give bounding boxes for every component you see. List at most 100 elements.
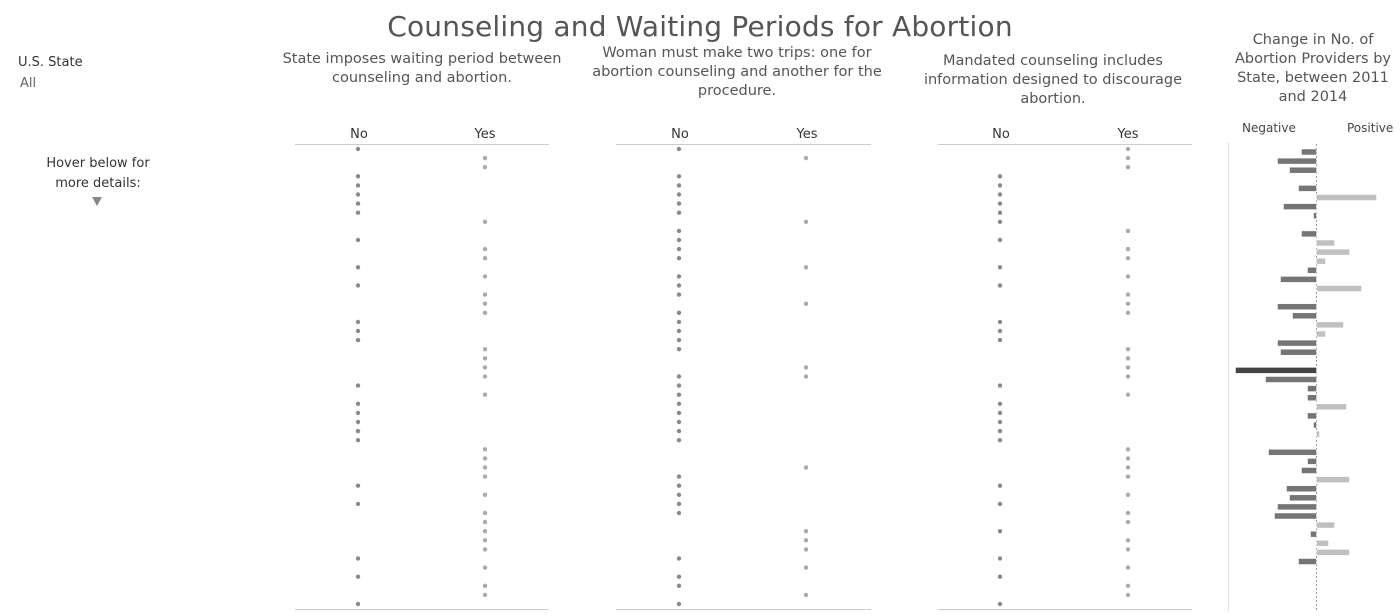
state-dot-yes[interactable]: [1125, 374, 1131, 379]
state-dot-yes[interactable]: [1125, 301, 1131, 306]
state-dot-yes[interactable]: [803, 365, 809, 370]
state-dot-no[interactable]: [355, 428, 361, 434]
state-dot-no[interactable]: [676, 201, 682, 206]
state-dot-no[interactable]: [997, 201, 1003, 206]
state-dot-no[interactable]: [355, 283, 361, 288]
state-dot-no[interactable]: [355, 556, 361, 561]
state-dot-no[interactable]: [355, 237, 361, 243]
state-dot-no[interactable]: [676, 374, 682, 379]
state-dot-yes[interactable]: [482, 256, 488, 261]
state-dot-no[interactable]: [355, 192, 361, 197]
bar-negative[interactable]: [1313, 421, 1317, 429]
bar-positive[interactable]: [1316, 430, 1320, 438]
state-dot-yes[interactable]: [1125, 510, 1131, 516]
bar-negative[interactable]: [1310, 530, 1317, 538]
bar-positive[interactable]: [1316, 540, 1329, 547]
bar-negative[interactable]: [1298, 185, 1317, 192]
state-dot-no[interactable]: [676, 237, 682, 243]
state-dot-no[interactable]: [676, 392, 682, 397]
bar-positive[interactable]: [1316, 521, 1335, 529]
state-dot-no[interactable]: [676, 401, 682, 406]
state-dot-yes[interactable]: [1125, 465, 1131, 470]
bar-negative[interactable]: [1298, 558, 1317, 565]
state-dot-yes[interactable]: [482, 592, 488, 598]
state-dot-no[interactable]: [355, 328, 361, 334]
state-dot-no[interactable]: [355, 601, 361, 607]
bar-negative[interactable]: [1268, 449, 1317, 456]
state-dot-yes[interactable]: [1125, 447, 1131, 452]
state-dot-no[interactable]: [676, 383, 682, 388]
state-dot-no[interactable]: [676, 328, 682, 334]
state-dot-yes[interactable]: [482, 583, 488, 588]
state-dot-no[interactable]: [997, 601, 1003, 607]
state-dot-no[interactable]: [997, 210, 1003, 215]
bar-positive[interactable]: [1316, 330, 1326, 338]
state-dot-no[interactable]: [676, 228, 682, 234]
bar-positive[interactable]: [1316, 257, 1326, 265]
state-dot-yes[interactable]: [482, 565, 488, 570]
bar-positive[interactable]: [1316, 321, 1344, 329]
bar-negative[interactable]: [1277, 303, 1317, 310]
bar-negative[interactable]: [1307, 385, 1317, 392]
state-dot-no[interactable]: [676, 583, 682, 588]
state-dot-no[interactable]: [355, 146, 361, 152]
state-dot-no[interactable]: [676, 337, 682, 343]
state-dot-yes[interactable]: [482, 492, 488, 497]
state-dot-yes[interactable]: [1125, 519, 1131, 525]
state-dot-no[interactable]: [355, 319, 361, 325]
state-dot-yes[interactable]: [803, 465, 809, 470]
state-dot-yes[interactable]: [482, 292, 488, 297]
state-dot-no[interactable]: [676, 510, 682, 516]
state-dot-no[interactable]: [355, 501, 361, 507]
state-dot-no[interactable]: [676, 601, 682, 607]
bar-negative[interactable]: [1283, 203, 1317, 210]
state-dot-yes[interactable]: [1125, 547, 1131, 552]
state-dot-yes[interactable]: [803, 265, 809, 270]
state-dot-yes[interactable]: [1125, 246, 1131, 252]
state-dot-yes[interactable]: [482, 165, 488, 170]
state-dot-no[interactable]: [997, 428, 1003, 434]
state-dot-yes[interactable]: [1125, 474, 1131, 479]
bar-negative[interactable]: [1307, 458, 1317, 465]
bar-positive[interactable]: [1316, 549, 1350, 556]
state-dot-no[interactable]: [676, 274, 682, 279]
state-dot-no[interactable]: [355, 401, 361, 406]
state-dot-yes[interactable]: [1125, 146, 1131, 152]
bar-negative[interactable]: [1265, 376, 1317, 383]
state-dot-no[interactable]: [676, 410, 682, 416]
state-dot-yes[interactable]: [1125, 292, 1131, 297]
bar-negative[interactable]: [1301, 230, 1317, 238]
state-dot-yes[interactable]: [803, 155, 809, 161]
state-dot-no[interactable]: [997, 319, 1003, 325]
state-dot-no[interactable]: [676, 310, 682, 315]
state-dot-yes[interactable]: [482, 547, 488, 552]
state-dot-yes[interactable]: [1125, 583, 1131, 588]
state-dot-yes[interactable]: [1125, 228, 1131, 234]
state-dot-yes[interactable]: [482, 392, 488, 397]
state-dot-yes[interactable]: [1125, 365, 1131, 370]
state-dot-no[interactable]: [676, 556, 682, 561]
state-dot-no[interactable]: [676, 192, 682, 197]
state-dot-yes[interactable]: [482, 301, 488, 306]
state-dot-yes[interactable]: [482, 274, 488, 279]
state-dot-yes[interactable]: [1125, 492, 1131, 497]
state-dot-yes[interactable]: [1125, 165, 1131, 170]
state-dot-no[interactable]: [997, 483, 1003, 488]
bar-negative[interactable]: [1289, 494, 1317, 502]
bar-negative[interactable]: [1307, 394, 1317, 401]
bar-negative[interactable]: [1307, 412, 1317, 420]
state-dot-no[interactable]: [355, 337, 361, 343]
state-dot-yes[interactable]: [482, 519, 488, 525]
state-dot-no[interactable]: [676, 474, 682, 479]
state-dot-no[interactable]: [997, 383, 1003, 388]
state-dot-no[interactable]: [676, 419, 682, 425]
state-dot-no[interactable]: [355, 410, 361, 416]
state-dot-no[interactable]: [997, 501, 1003, 507]
state-dot-no[interactable]: [355, 419, 361, 425]
bar-negative[interactable]: [1292, 312, 1317, 320]
state-dot-yes[interactable]: [1125, 456, 1131, 461]
bar-positive[interactable]: [1316, 403, 1347, 411]
state-dot-no[interactable]: [997, 438, 1003, 443]
state-dot-yes[interactable]: [803, 219, 809, 224]
state-dot-no[interactable]: [676, 256, 682, 261]
